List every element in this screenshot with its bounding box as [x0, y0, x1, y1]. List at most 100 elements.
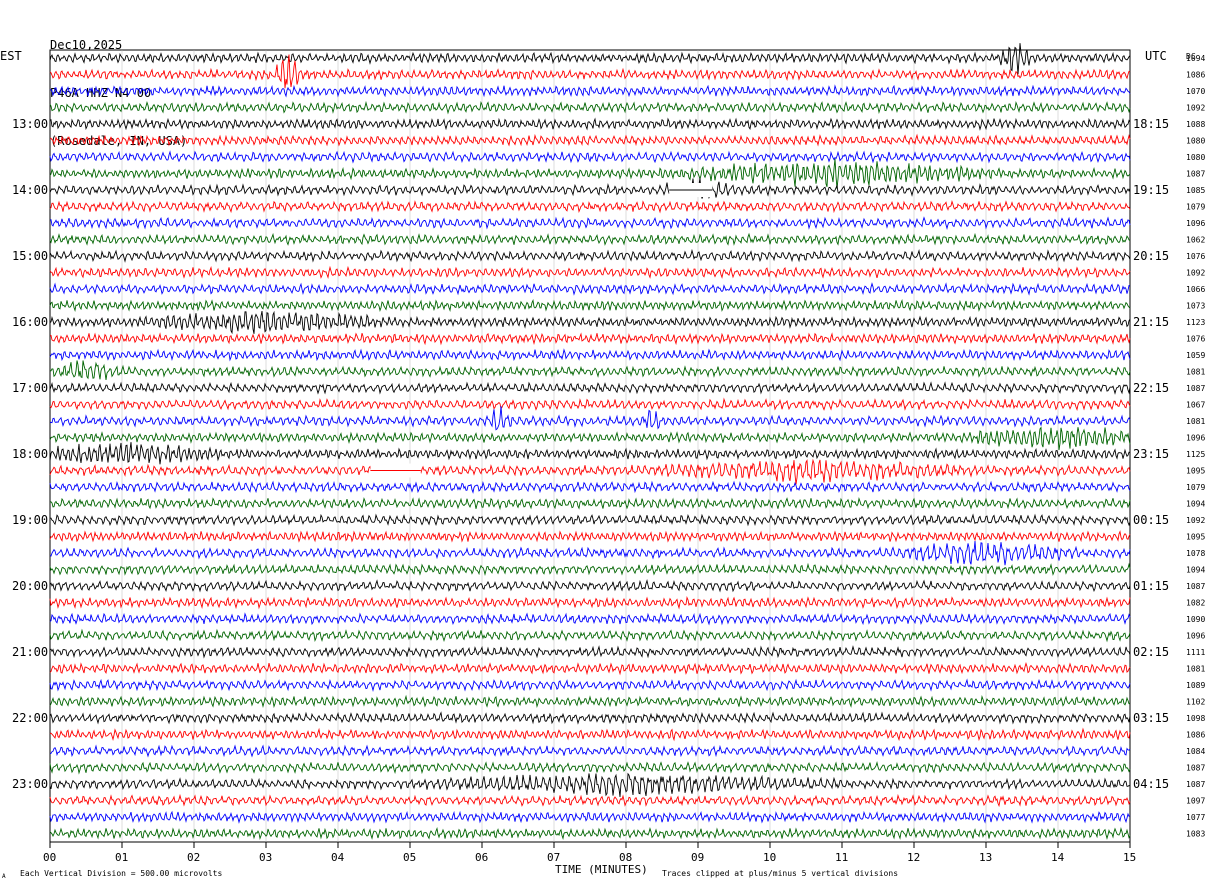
- dc-value-label: 1088: [1186, 120, 1205, 129]
- seismic-trace: [49, 332, 1131, 346]
- seismic-trace: [49, 595, 1131, 610]
- dc-value-label: 1070: [1186, 87, 1205, 96]
- dc-value-label: 1092: [1186, 516, 1205, 525]
- x-tick-label: 04: [331, 851, 345, 864]
- corner-mark: A: [2, 873, 6, 880]
- dc-value-label: 1076: [1186, 252, 1205, 261]
- x-tick-label: 09: [691, 851, 704, 864]
- dc-value-label: 1102: [1186, 698, 1205, 707]
- right-timezone-label: UTC: [1145, 49, 1167, 63]
- dc-value-label: 1090: [1186, 615, 1205, 624]
- right-hour-labels: 18:15 19:15 20:15 21:15 22:15 23:15 00:15 01:15…: [1133, 117, 1169, 791]
- dc-value-label: 1086: [1186, 71, 1205, 80]
- x-tick-label: 02: [187, 851, 200, 864]
- seismic-trace: [49, 84, 1131, 98]
- left-hour-label: 14:00: [12, 183, 48, 197]
- seismic-trace: [49, 727, 1131, 742]
- seismic-trace: [49, 761, 1131, 775]
- seismic-trace: [49, 662, 1131, 676]
- right-hour-label: 20:15: [1133, 249, 1169, 263]
- seismic-trace: [49, 744, 1131, 758]
- x-tick-label: 10: [763, 851, 776, 864]
- seismic-trace: [49, 150, 1131, 164]
- dc-value-label: 1096: [1186, 219, 1205, 228]
- dc-value-label: 1094: [1186, 54, 1205, 63]
- dc-value-label: 1081: [1186, 417, 1205, 426]
- right-hour-label: 01:15: [1133, 579, 1169, 593]
- clip-note: Traces clipped at plus/minus 5 vertical …: [662, 869, 898, 878]
- seismic-trace: [49, 348, 1131, 362]
- x-tick-label: 07: [547, 851, 560, 864]
- left-hour-labels: 13:00 14:00 15:00 16:00 17:00 18:00 19:00 20:00…: [12, 117, 48, 791]
- trace-group: [49, 43, 1131, 841]
- dc-value-label: 1082: [1186, 599, 1205, 608]
- dc-value-label: 1123: [1186, 318, 1205, 327]
- dc-value-label: 1094: [1186, 500, 1205, 509]
- x-tick-label: 08: [619, 851, 632, 864]
- dc-value-label: 1079: [1186, 203, 1205, 212]
- left-hour-label: 21:00: [12, 645, 48, 659]
- dc-value-label: 1087: [1186, 764, 1205, 773]
- seismic-trace: [50, 133, 1131, 147]
- dc-value-label: 1125: [1186, 450, 1205, 459]
- seismic-trace: [49, 810, 1131, 824]
- dc-value-label: 1067: [1186, 401, 1205, 410]
- right-hour-label: 04:15: [1133, 777, 1169, 791]
- seismic-trace: [49, 406, 1131, 431]
- seismic-trace: [49, 772, 1131, 798]
- left-hour-label: 20:00: [12, 579, 48, 593]
- left-hour-label: 15:00: [12, 249, 48, 263]
- seismic-trace: [49, 216, 1131, 231]
- x-tick-label: 15: [1123, 851, 1136, 864]
- seismic-trace: [49, 360, 1131, 380]
- seismic-trace: [49, 628, 1131, 643]
- seismic-trace: [49, 200, 1131, 214]
- seismic-trace: [49, 282, 1131, 296]
- plot-frame: [49, 49, 1131, 843]
- seismic-trace: [49, 100, 1131, 115]
- dc-value-label: 1087: [1186, 780, 1205, 789]
- right-hour-label: 18:15: [1133, 117, 1169, 131]
- x-tick-label: 05: [403, 851, 416, 864]
- seismic-trace: [49, 645, 1131, 659]
- right-hour-label: 02:15: [1133, 645, 1169, 659]
- seismic-trace: [49, 310, 1131, 335]
- x-tick-label: 00: [43, 851, 56, 864]
- left-hour-label: 23:00: [12, 777, 48, 791]
- right-hour-label: 19:15: [1133, 183, 1169, 197]
- seismic-trace: [49, 298, 1131, 313]
- dc-value-label: 1095: [1186, 467, 1205, 476]
- dc-header-label: DC: [1186, 52, 1196, 61]
- left-timezone-label: EST: [0, 49, 22, 63]
- dc-value-label: 1078: [1186, 549, 1205, 558]
- seismic-trace: [49, 158, 1131, 189]
- seismic-trace: [49, 458, 1131, 485]
- dc-value-label: 1083: [1186, 830, 1205, 839]
- seismic-trace: [49, 426, 1131, 451]
- left-hour-label: 17:00: [12, 381, 48, 395]
- seismic-trace: [49, 54, 1131, 89]
- dc-value-label: 1087: [1186, 582, 1205, 591]
- x-tick-label: 11: [835, 851, 848, 864]
- right-hour-label: 22:15: [1133, 381, 1169, 395]
- seismic-trace: [49, 232, 1131, 246]
- dc-value-label: 1073: [1186, 302, 1205, 311]
- seismic-trace: [49, 513, 1131, 527]
- dc-value-label: 1092: [1186, 269, 1205, 278]
- seismic-trace: [49, 265, 1131, 280]
- seismic-trace: [49, 381, 1131, 395]
- x-tick-label: 14: [1051, 851, 1065, 864]
- right-hour-label: 23:15: [1133, 447, 1169, 461]
- dc-value-label: 1066: [1186, 285, 1205, 294]
- x-tick-label: 06: [475, 851, 488, 864]
- seismic-trace: [49, 178, 1131, 200]
- seismic-trace: [49, 442, 1131, 465]
- dc-value-label: 1096: [1186, 632, 1205, 641]
- dc-value-label: 1079: [1186, 483, 1205, 492]
- gap-group: [370, 183, 713, 478]
- dc-value-label: 1080: [1186, 137, 1205, 146]
- seismic-trace: [49, 612, 1131, 626]
- dc-value-label: 1086: [1186, 731, 1205, 740]
- seismic-trace: [49, 694, 1131, 709]
